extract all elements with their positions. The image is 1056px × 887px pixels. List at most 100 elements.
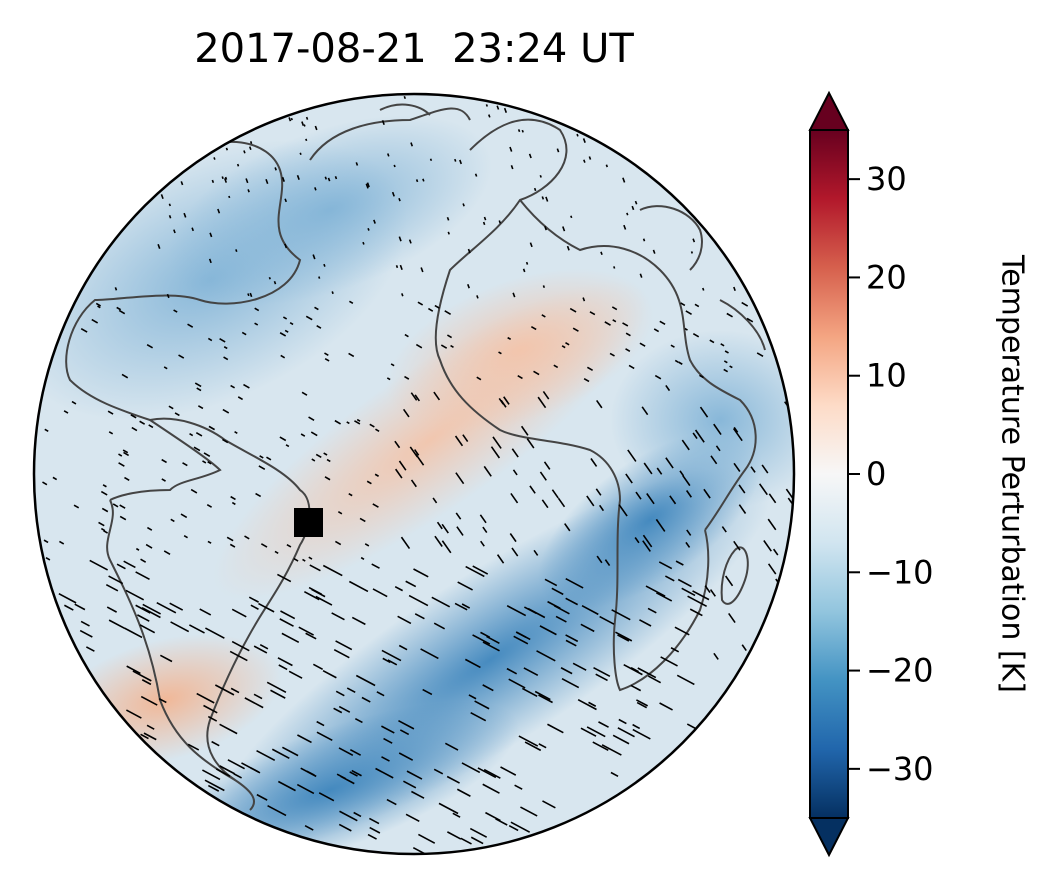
wind-vector [318, 792, 335, 802]
wind-vector [159, 654, 173, 663]
wind-vector [163, 366, 168, 370]
wind-vector [729, 365, 733, 369]
wind-vector [123, 560, 136, 569]
wind-vector [394, 468, 403, 479]
wind-vector [520, 425, 529, 436]
wind-vector [256, 793, 268, 801]
wind-vector [542, 390, 550, 400]
wind-vector [482, 526, 488, 534]
wind-vector [512, 292, 516, 298]
wind-vector [371, 563, 380, 569]
wind-vector [381, 120, 385, 126]
colorbar-tick-label: 20 [866, 258, 907, 296]
wind-vector [391, 191, 395, 197]
wind-vector [447, 231, 450, 235]
wind-vector [641, 406, 649, 416]
wind-vector [470, 712, 487, 722]
wind-vector [503, 107, 508, 113]
wind-vector [476, 295, 479, 299]
wind-vector [710, 455, 718, 465]
wind-vector [630, 684, 642, 692]
wind-vector [441, 523, 449, 534]
colorbar-extend-top [808, 90, 850, 131]
wind-vector [190, 488, 198, 494]
wind-vector [364, 543, 370, 547]
wind-vector [541, 314, 546, 318]
wind-vector [536, 650, 556, 662]
wind-vector [656, 467, 663, 475]
wind-vector [354, 717, 363, 724]
wind-vector [566, 245, 570, 251]
wind-vector [169, 602, 184, 611]
wind-vector [213, 157, 216, 160]
wind-vector [523, 667, 539, 677]
wind-vector [369, 826, 381, 834]
wind-vector [310, 431, 318, 437]
wind-vector [300, 767, 317, 778]
wind-vector [374, 473, 379, 477]
wind-vector [158, 697, 167, 704]
wind-vector [281, 632, 300, 644]
wind-vector [482, 641, 500, 652]
wind-vector [583, 159, 586, 163]
wind-vector [434, 304, 440, 309]
wind-vector [395, 265, 399, 269]
wind-vector [528, 153, 532, 159]
wind-vector [411, 790, 425, 799]
wind-vector [230, 495, 236, 501]
wind-vector [647, 607, 657, 614]
wind-vector [174, 412, 180, 417]
wind-vector [709, 339, 715, 344]
wind-vector [738, 484, 746, 494]
wind-vector [598, 721, 609, 728]
wind-vector [405, 580, 417, 588]
wind-vector [108, 619, 126, 630]
wind-vector [116, 563, 126, 570]
wind-vector [157, 243, 161, 249]
wind-vector [611, 306, 618, 311]
wind-vector [390, 363, 395, 367]
wind-vector [569, 307, 577, 313]
wind-vector [689, 608, 703, 617]
wind-vector [108, 431, 114, 435]
wind-vector [260, 543, 268, 548]
wind-vector [642, 540, 651, 552]
wind-vector [248, 146, 252, 151]
wind-vector [331, 291, 334, 295]
wind-vector [410, 142, 414, 147]
wind-vector [182, 462, 188, 467]
wind-vector [510, 493, 519, 504]
wind-vector [767, 563, 777, 575]
wind-vector [277, 657, 293, 667]
wind-vector [349, 771, 358, 777]
wind-vector [340, 775, 355, 785]
wind-vector [140, 558, 147, 563]
wind-vector [534, 690, 551, 701]
wind-vector [255, 492, 262, 498]
wind-vector [522, 268, 526, 273]
wind-vector [270, 689, 286, 699]
wind-vector [690, 251, 694, 254]
wind-vector [462, 203, 465, 207]
wind-vector [738, 504, 747, 514]
wind-vector [544, 578, 558, 587]
wind-vector [617, 634, 630, 642]
wind-vector [675, 560, 684, 566]
wind-vector [105, 583, 119, 592]
wind-vector [293, 557, 299, 562]
wind-vector [160, 194, 164, 200]
wind-vector [338, 823, 352, 832]
wind-vector [58, 593, 77, 604]
wind-vector [278, 664, 288, 671]
wind-vector [557, 497, 566, 508]
wind-vector [506, 667, 518, 675]
wind-vector [202, 769, 221, 781]
wind-vector [404, 333, 409, 338]
wind-vector [720, 343, 725, 347]
wind-vector [235, 249, 238, 252]
wind-vector [322, 564, 343, 577]
wind-vector [124, 627, 143, 639]
wind-vector [348, 580, 369, 593]
wind-vector [170, 518, 175, 523]
